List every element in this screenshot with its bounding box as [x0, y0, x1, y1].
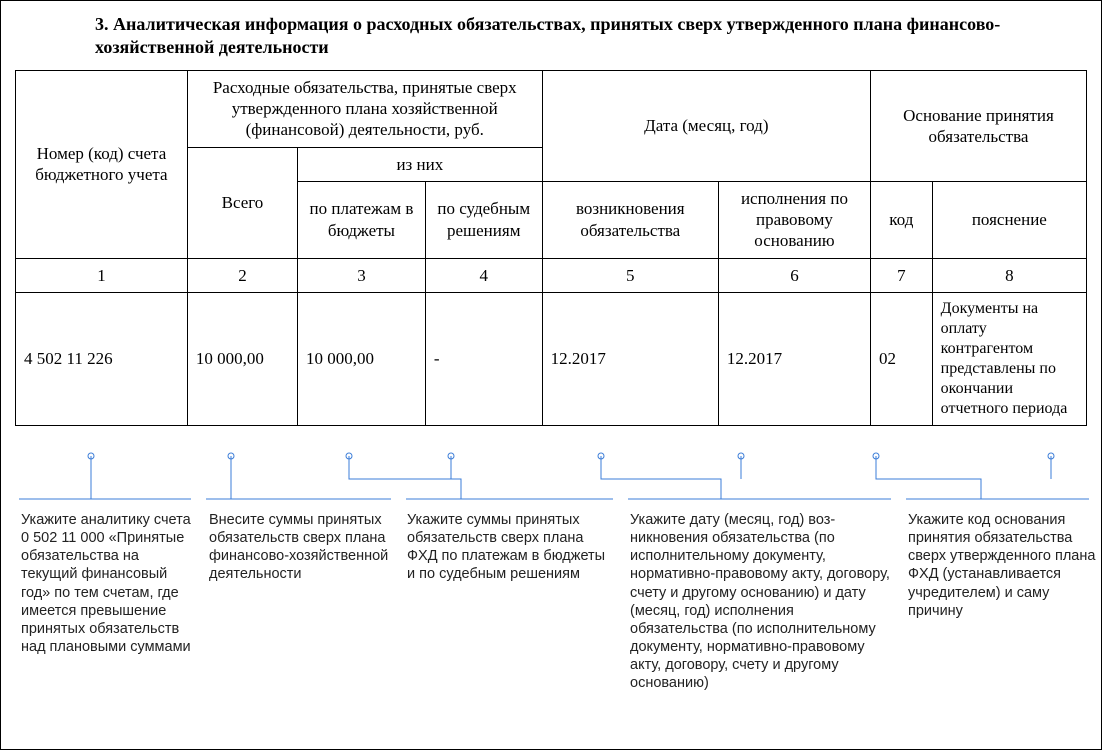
- th-explanation: пояснение: [932, 181, 1086, 258]
- note-basis: Укажите код основания принятия обязатель…: [908, 511, 1102, 692]
- obligations-table: Номер (код) счета бюджетного учета Расхо…: [15, 70, 1087, 426]
- colnum-5: 5: [542, 258, 718, 292]
- th-by-court: по судебным решениям: [425, 181, 542, 258]
- th-date-exec: исполнения по правовому основанию: [718, 181, 870, 258]
- colnum-7: 7: [870, 258, 932, 292]
- th-ofthem: из них: [298, 147, 543, 181]
- cell-explanation: Документы на оплату контрагентом предста…: [932, 292, 1086, 425]
- section-title: 3. Аналитическая информация о расходных …: [95, 13, 1015, 60]
- table-row: 4 502 11 226 10 000,00 10 000,00 - 12.20…: [16, 292, 1087, 425]
- colnum-4: 4: [425, 258, 542, 292]
- callout-notes: Укажите аналитику счета 0 502 11 000 «Пр…: [21, 511, 1087, 692]
- colnum-2: 2: [187, 258, 297, 292]
- cell-date-exec: 12.2017: [718, 292, 870, 425]
- th-account: Номер (код) счета бюджетного учета: [16, 70, 188, 258]
- page-container: 3. Аналитическая информация о расходных …: [0, 0, 1102, 750]
- cell-total: 10 000,00: [187, 292, 297, 425]
- th-by-budget: по платежам в бюджеты: [298, 181, 426, 258]
- note-total: Внесите суммы при­нятых обязательств све…: [209, 511, 389, 692]
- th-date-origin: возникновения обязательства: [542, 181, 718, 258]
- colnum-8: 8: [932, 258, 1086, 292]
- note-dates: Укажите дату (месяц, год) воз­никновения…: [630, 511, 890, 692]
- th-basis-group: Основание принятия обязательства: [870, 70, 1086, 181]
- colnum-1: 1: [16, 258, 188, 292]
- th-date-group: Дата (месяц, год): [542, 70, 870, 181]
- colnum-3: 3: [298, 258, 426, 292]
- cell-by-budget: 10 000,00: [298, 292, 426, 425]
- note-account: Укажите аналитику счета 0 502 11 000 «Пр…: [21, 511, 191, 692]
- th-expenses-group: Расходные обязательства, принятые сверх …: [187, 70, 542, 147]
- cell-by-court: -: [425, 292, 542, 425]
- th-code: код: [870, 181, 932, 258]
- cell-account: 4 502 11 226: [16, 292, 188, 425]
- cell-date-origin: 12.2017: [542, 292, 718, 425]
- cell-code: 02: [870, 292, 932, 425]
- th-total: Всего: [187, 147, 297, 258]
- note-payments: Укажите суммы приня­тых обязательств све…: [407, 511, 612, 692]
- colnum-6: 6: [718, 258, 870, 292]
